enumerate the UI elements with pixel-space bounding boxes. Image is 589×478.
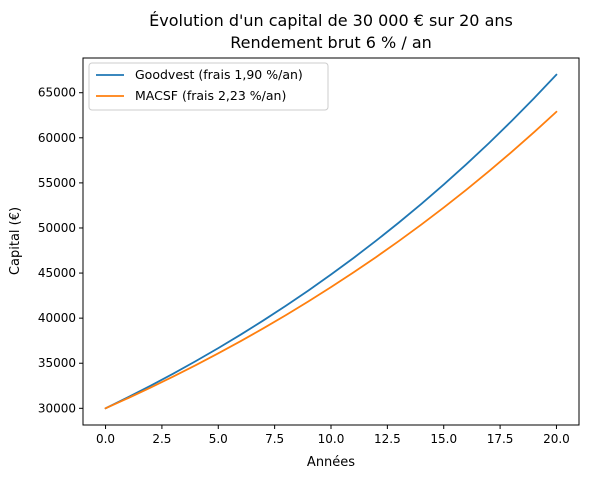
x-tick-label: 5.0 (209, 432, 228, 446)
x-tick-label: 20.0 (543, 432, 570, 446)
series-line-0 (104, 73, 558, 410)
legend-label-goodvest: Goodvest (frais 1,90 %/an) (135, 67, 303, 82)
y-tick-label: 30000 (38, 401, 76, 415)
x-axis-ticks: 0.0 2.5 5.0 7.5 10.0 12.5 15.0 17.5 20.0 (96, 425, 570, 446)
x-tick-label: 15.0 (430, 432, 457, 446)
legend-box (88, 62, 329, 111)
legend: Goodvest (frais 1,90 %/an) MACSF (frais … (88, 62, 329, 111)
y-tick-label: 35000 (38, 356, 76, 370)
y-tick-label: 45000 (38, 266, 76, 280)
x-tick-label: 17.5 (487, 432, 514, 446)
chart-title-line-2: Rendement brut 6 % / an (230, 33, 432, 52)
y-axis-ticks: 30000 35000 40000 45000 50000 55000 60000 65000 (38, 86, 83, 415)
y-axis-label: Capital (€) (8, 207, 23, 275)
x-axis-label: Années (307, 455, 355, 470)
y-tick-label: 55000 (38, 176, 76, 190)
x-tick-label: 7.5 (265, 432, 284, 446)
y-tick-label: 65000 (38, 86, 76, 100)
series-line-1 (104, 110, 558, 410)
x-tick-label: 10.0 (318, 432, 345, 446)
series-lines (104, 73, 558, 410)
legend-label-macsf: MACSF (frais 2,23 %/an) (135, 88, 286, 103)
chart-title: Évolution d'un capital de 30 000 € sur 2… (149, 11, 513, 52)
plot-area (82, 57, 580, 426)
x-tick-label: 2.5 (152, 432, 171, 446)
x-tick-label: 12.5 (374, 432, 401, 446)
x-tick-label: 0.0 (96, 432, 115, 446)
y-tick-label: 50000 (38, 221, 76, 235)
y-tick-label: 60000 (38, 131, 76, 145)
chart-title-line-1: Évolution d'un capital de 30 000 € sur 2… (149, 11, 513, 30)
y-tick-label: 40000 (38, 311, 76, 325)
